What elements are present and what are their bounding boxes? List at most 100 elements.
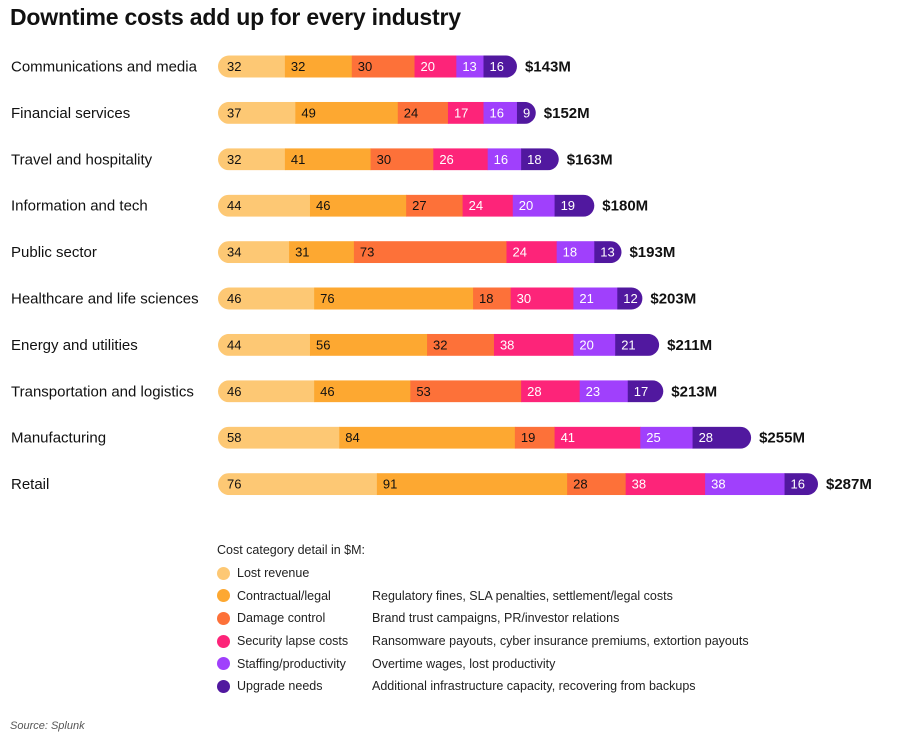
bar-row: Information and tech 44 46 27 24 20 19 $180M [11, 194, 648, 217]
segment-value-label: 21 [621, 337, 635, 352]
segment-value-label: 44 [227, 337, 241, 352]
segment-value-label: 32 [227, 59, 241, 74]
segment-value-label: 17 [454, 105, 468, 120]
category-label: Financial services [11, 105, 130, 122]
bar-row: Financial services 37 49 24 17 16 9 $152M [11, 101, 590, 124]
segment-value-label: 31 [295, 245, 309, 260]
bar-segment [573, 333, 616, 356]
segment-value-label: 26 [439, 152, 453, 167]
bar-segment [506, 241, 558, 264]
segment-value-label: 16 [791, 477, 805, 492]
segment-value-label: 44 [227, 198, 241, 213]
legend-swatch-icon [217, 589, 230, 603]
segment-value-label: 9 [523, 105, 530, 120]
category-label: Healthcare and life sciences [11, 291, 199, 308]
segment-value-label: 84 [345, 430, 359, 445]
bar-segment [410, 380, 522, 403]
bar-segment [784, 473, 818, 496]
bar-segment [462, 194, 514, 217]
bar-segment [284, 148, 372, 171]
bar-segment [493, 333, 574, 356]
bar-segment [579, 380, 629, 403]
bar-segment [414, 55, 457, 78]
bar-row: Manufacturing 58 84 19 41 25 28 $255M [11, 426, 805, 449]
category-label: Travel and hospitality [11, 151, 153, 168]
category-label: Energy and utilities [11, 337, 138, 354]
legend-swatch-icon [217, 679, 230, 693]
bar-segment [353, 241, 508, 264]
total-label: $180M [602, 198, 648, 215]
bar-segment [554, 194, 595, 217]
segment-value-label: 46 [227, 384, 241, 399]
bar-segment [554, 426, 641, 449]
segment-value-label: 41 [561, 430, 575, 445]
legend-item-description: Overtime wages, lost productivity [372, 656, 556, 671]
bar-segment [447, 101, 485, 124]
bar-segment [218, 148, 286, 171]
bar-segment [521, 148, 559, 171]
segment-value-label: 13 [462, 59, 476, 74]
total-label: $163M [567, 151, 613, 168]
bar-row: Transportation and logistics 46 46 53 28 23 17… [11, 380, 717, 403]
bar-segment [397, 101, 449, 124]
bar-segment [514, 426, 556, 449]
segment-value-label: 46 [227, 291, 241, 306]
segment-value-label: 76 [320, 291, 334, 306]
segment-value-label: 24 [404, 105, 418, 120]
segment-value-label: 18 [563, 245, 577, 260]
segment-value-label: 38 [711, 477, 725, 492]
total-label: $203M [650, 291, 696, 308]
legend-item-description: Brand trust campaigns, PR/investor relat… [372, 611, 620, 626]
segment-value-label: 19 [521, 430, 535, 445]
bar-segment [427, 333, 495, 356]
bar-segment [218, 333, 311, 356]
bar-segment [339, 426, 516, 449]
segment-value-label: 18 [527, 152, 541, 167]
bar-row: Energy and utilities 44 56 32 38 20 21 $211M [11, 333, 712, 356]
segment-value-label: 58 [227, 430, 241, 445]
legend-swatch-icon [217, 657, 230, 671]
total-label: $213M [671, 383, 717, 400]
segment-value-label: 46 [316, 198, 330, 213]
segment-value-label: 32 [433, 337, 447, 352]
segment-value-label: 20 [519, 198, 533, 213]
bar-segment [351, 55, 416, 78]
segment-value-label: 20 [421, 59, 435, 74]
bar-row: Communications and media 32 32 30 20 13 16 $143… [11, 55, 571, 78]
segment-value-label: 12 [623, 291, 637, 306]
bar-segment [218, 287, 315, 310]
segment-value-label: 23 [586, 384, 600, 399]
segment-value-label: 37 [227, 105, 241, 120]
segment-value-label: 17 [634, 384, 648, 399]
bar-segment [406, 194, 464, 217]
segment-value-label: 13 [600, 245, 614, 260]
bar-segment [309, 194, 407, 217]
bar-segment [314, 380, 411, 403]
bar-segment [627, 380, 664, 403]
segment-value-label: 76 [227, 477, 241, 492]
bar-segment [567, 473, 627, 496]
legend-item-name: Lost revenue [237, 566, 310, 581]
bar-segment [516, 101, 536, 124]
bar-segment [573, 287, 618, 310]
bar-segment [284, 55, 353, 78]
total-label: $211M [667, 337, 712, 354]
legend-swatch-icon [217, 611, 230, 625]
segment-value-label: 25 [646, 430, 660, 445]
total-label: $152M [544, 105, 590, 122]
bar-segment [521, 380, 581, 403]
bar-segment [218, 194, 311, 217]
bar-segment [487, 148, 522, 171]
segment-value-label: 19 [561, 198, 575, 213]
category-label: Public sector [11, 244, 97, 261]
bar-segment [615, 333, 660, 356]
segment-value-label: 46 [320, 384, 334, 399]
bar-segment [473, 287, 512, 310]
bar-row: Public sector 34 31 73 24 18 13 $193M [11, 241, 675, 264]
legend-item-name: Upgrade needs [237, 679, 323, 694]
bar-row: Healthcare and life sciences 46 76 18 30 21 12… [11, 287, 696, 310]
segment-value-label: 32 [227, 152, 241, 167]
bar-segment [218, 473, 378, 496]
segment-value-label: 49 [301, 105, 315, 120]
bar-segment [289, 241, 355, 264]
